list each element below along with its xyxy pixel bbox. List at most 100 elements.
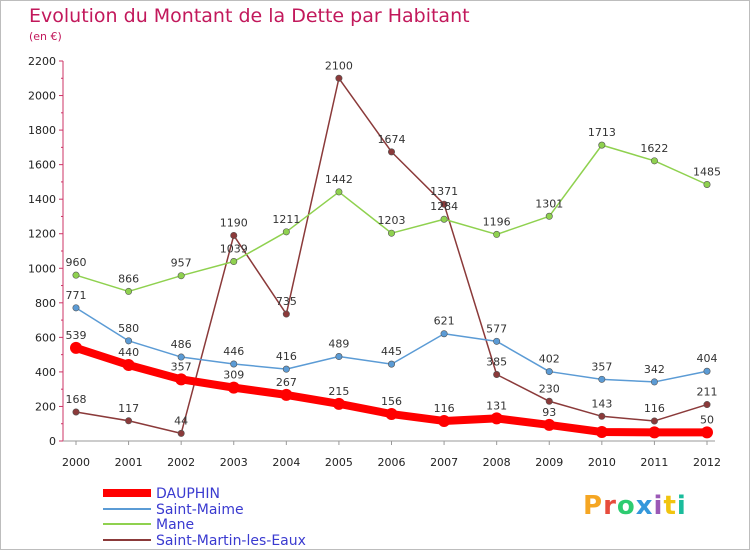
data-label: 1622 [640,142,668,155]
data-label: 385 [486,356,507,369]
y-tick-label: 2000 [28,90,56,103]
data-label: 1485 [693,166,721,179]
data-label: 1196 [483,215,511,228]
data-label: 357 [591,360,612,373]
data-label: 267 [276,376,297,389]
data-point [543,418,556,431]
data-label: 489 [328,338,349,351]
data-point [703,367,711,375]
data-point [70,341,82,354]
data-label: 1371 [430,185,458,198]
y-tick-label: 400 [35,366,56,379]
data-label: 866 [118,272,139,285]
legend-label: Saint-Martin-les-Eaux [156,533,306,549]
data-label: 50 [700,413,714,426]
data-point [230,360,238,368]
data-label: 168 [66,393,87,406]
data-label: 116 [434,402,455,415]
data-point [701,426,713,439]
data-point [177,272,185,280]
data-label: 342 [644,363,665,376]
data-point [545,397,553,405]
data-label: 1211 [272,213,300,226]
data-point [335,188,343,196]
data-point [598,375,606,383]
data-point [490,412,503,425]
data-label: 215 [328,385,349,398]
data-point [227,381,240,394]
chart-title: Evolution du Montant de la Dette par Hab… [29,5,470,27]
logo-letter: P [583,491,604,521]
y-tick-label: 0 [49,435,56,448]
data-label: 1674 [378,133,406,146]
data-label: 621 [434,315,455,328]
y-tick-label: 1800 [28,124,56,137]
data-label: 440 [118,346,139,359]
data-point [598,412,606,420]
logo-letter: r [603,491,617,521]
data-point [440,200,448,208]
data-label: 580 [118,322,139,335]
data-point [493,370,501,378]
data-point [282,228,290,236]
data-point [125,417,133,425]
x-tick-label: 2007 [430,456,458,469]
data-label: 577 [486,322,507,335]
data-point [332,397,345,410]
data-label: 156 [381,395,402,408]
data-label: 1190 [220,216,248,229]
data-point [175,373,188,386]
data-point [125,337,133,345]
data-label: 309 [223,369,244,382]
data-point [493,337,501,345]
data-point [335,74,343,82]
data-point [122,359,135,371]
data-point [493,230,501,238]
data-label: 404 [697,352,718,365]
legend-label: Saint-Maime [156,502,244,518]
data-point [387,148,395,156]
logo-letter: i [653,491,664,521]
data-label: 446 [223,345,244,358]
data-point [703,401,711,409]
y-tick-label: 1600 [28,159,56,172]
data-point [280,388,293,401]
data-point [387,229,395,237]
data-label: 771 [66,289,87,302]
legend-label: Mane [156,517,194,533]
data-point [72,304,80,312]
x-tick-label: 2011 [640,456,668,469]
data-point [177,429,185,437]
data-point [648,426,661,439]
data-point [545,368,553,376]
x-tick-label: 2006 [378,456,406,469]
data-label: 117 [118,402,139,415]
data-label: 2100 [325,59,353,72]
data-label: 960 [66,256,87,269]
data-point [387,360,395,368]
x-tick-label: 2003 [220,456,248,469]
data-point [650,417,658,425]
data-point [650,378,658,386]
data-label: 1442 [325,173,353,186]
legend-label: DAUPHIN [156,486,220,502]
x-tick-label: 2009 [535,456,563,469]
data-label: 131 [486,399,507,412]
x-tick-label: 2012 [693,456,721,469]
data-label: 416 [276,350,297,363]
data-label: 1284 [430,200,458,213]
data-point [282,365,290,373]
y-tick-label: 800 [35,297,56,310]
data-label: 1713 [588,126,616,139]
x-tick-label: 2008 [483,456,511,469]
data-label: 143 [591,397,612,410]
x-tick-label: 2001 [115,456,143,469]
chart-subtitle: (en €) [29,30,62,43]
logo-letter: x [635,491,654,521]
data-point [598,141,606,149]
x-tick-label: 2004 [272,456,300,469]
data-point [335,353,343,361]
data-label: 1203 [378,214,406,227]
